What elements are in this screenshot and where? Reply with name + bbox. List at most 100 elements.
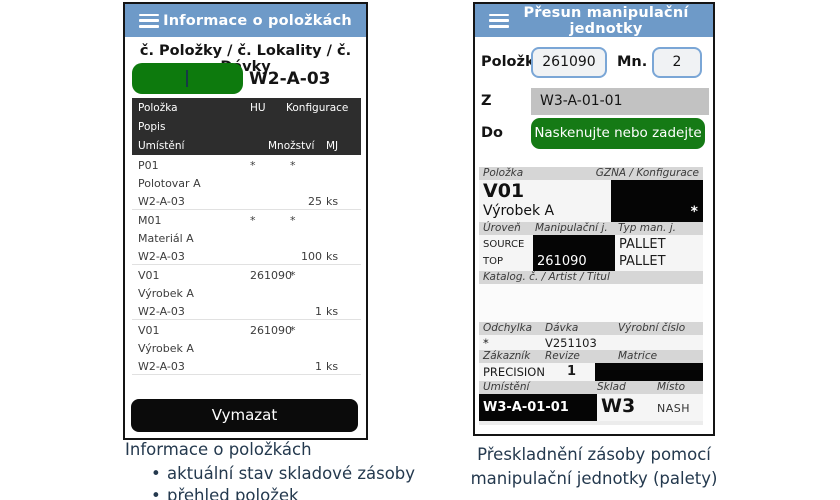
detail-item-code: V01 bbox=[483, 180, 525, 202]
batch-header: Dávka bbox=[545, 322, 579, 334]
table-row[interactable]: V01 261090 * Výrobek A W2-A-03 1 ks bbox=[132, 265, 361, 320]
item-info-screen: Informace o položkách č. Položky / č. Lo… bbox=[123, 2, 368, 440]
item-unit: ks bbox=[326, 250, 339, 263]
table-header: Položka HU Konfigurace Popis Umístění Mn… bbox=[132, 98, 361, 155]
table-row[interactable]: P01 * * Polotovar A W2-A-03 25 ks bbox=[132, 155, 361, 210]
caption-line: manipulační jednotky (palety) bbox=[470, 469, 718, 488]
caption-bullet: • přehled položek bbox=[125, 485, 415, 500]
from-label: Z bbox=[481, 93, 492, 109]
item-desc: Materiál A bbox=[138, 232, 194, 245]
level-value: SOURCE bbox=[483, 239, 525, 250]
item-config: * bbox=[290, 324, 296, 337]
location-value-box: W3-A-01-01 bbox=[479, 394, 597, 421]
bullet-dot-icon: • bbox=[151, 486, 161, 500]
item-hu: 261090 bbox=[250, 269, 292, 282]
table-row[interactable]: M01 * * Materiál A W2-A-03 100 ks bbox=[132, 210, 361, 265]
item-hu: * bbox=[250, 159, 256, 172]
clear-button[interactable]: Vymazat bbox=[131, 399, 358, 432]
matrix-value-box bbox=[595, 363, 703, 381]
matrix-header: Matrice bbox=[618, 350, 658, 362]
level-value: TOP bbox=[483, 256, 504, 267]
scan-input[interactable] bbox=[132, 63, 243, 94]
caption-bullet-text: aktuální stav skladové zásoby bbox=[167, 464, 416, 483]
hamburger-menu-icon[interactable] bbox=[139, 13, 159, 28]
item-unit: ks bbox=[326, 195, 339, 208]
revision-value: 1 bbox=[567, 364, 577, 379]
warehouse-header: Sklad bbox=[597, 381, 626, 393]
hu-number: 261090 bbox=[537, 254, 587, 269]
col-location: Umístění bbox=[138, 140, 185, 152]
caption-line: Přeskladnění zásoby pomocí bbox=[477, 445, 711, 464]
col-qty: Množství bbox=[268, 140, 315, 152]
hu-type-value: PALLET bbox=[619, 237, 666, 252]
catalog-header: Katalog. č. / Artist / Titul bbox=[483, 271, 610, 283]
hu-type-value: PALLET bbox=[619, 254, 666, 269]
hamburger-menu-icon[interactable] bbox=[489, 13, 509, 28]
item-qty: 100 bbox=[301, 250, 322, 263]
hu-header: Manipulační j. bbox=[535, 222, 608, 234]
item-desc: Polotovar A bbox=[138, 177, 201, 190]
hu-number-box: 261090 bbox=[533, 235, 615, 271]
screen-title: Přesun manipulační jednotky bbox=[523, 4, 689, 37]
right-caption: Přeskladnění zásoby pomocí manipulační j… bbox=[463, 443, 725, 491]
text-cursor bbox=[186, 70, 188, 87]
item-desc: Výrobek A bbox=[138, 287, 194, 300]
col-desc: Popis bbox=[138, 121, 166, 133]
serial-header: Výrobní číslo bbox=[618, 322, 686, 334]
revision-header: Revize bbox=[545, 350, 580, 362]
item-location: W2-A-03 bbox=[138, 360, 185, 373]
item-label: Položka bbox=[481, 54, 545, 70]
scan-or-enter-button[interactable]: Naskenujte nebo zadejte bbox=[531, 118, 705, 149]
app-bar: Přesun manipulační jednotky bbox=[475, 4, 713, 37]
item-location: W2-A-03 bbox=[138, 305, 185, 318]
from-location-field[interactable]: W3-A-01-01 bbox=[531, 88, 709, 115]
customer-value: PRECISION bbox=[483, 365, 545, 379]
detail-gzna-header: GZNA / Konfigurace bbox=[595, 167, 699, 179]
item-desc: Výrobek A bbox=[138, 342, 194, 355]
screen-title: Informace o položkách bbox=[163, 12, 352, 29]
gzna-value-box: * bbox=[611, 180, 703, 222]
hu-detail-card: Položka GZNA / Konfigurace V01 Výrobek A… bbox=[479, 167, 703, 425]
scanned-location-value: W2-A-03 bbox=[249, 69, 331, 89]
item-unit: ks bbox=[326, 360, 339, 373]
col-config: Konfigurace bbox=[286, 102, 349, 114]
customer-header: Zákazník bbox=[483, 350, 531, 362]
deviation-value: * bbox=[483, 336, 489, 350]
caption-bullet: • aktuální stav skladové zásoby bbox=[125, 463, 415, 485]
item-code: M01 bbox=[138, 214, 162, 227]
location-header: Umístění bbox=[483, 381, 530, 393]
item-hu: * bbox=[250, 214, 256, 227]
deviation-header: Odchylka bbox=[483, 322, 533, 334]
hu-transfer-screen: Přesun manipulační jednotky Položka 2610… bbox=[473, 2, 715, 436]
caption-bullet-text: přehled položek bbox=[167, 486, 299, 500]
item-code: V01 bbox=[138, 324, 160, 337]
table-row[interactable]: V01 261090 * Výrobek A W2-A-03 1 ks bbox=[132, 320, 361, 375]
item-qty: 25 bbox=[308, 195, 322, 208]
warehouse-value: W3 bbox=[601, 395, 636, 417]
item-table: P01 * * Polotovar A W2-A-03 25 ks M01 * … bbox=[132, 155, 361, 375]
bullet-dot-icon: • bbox=[151, 464, 161, 483]
col-hu: HU bbox=[250, 102, 266, 114]
item-code: P01 bbox=[138, 159, 159, 172]
item-hu: 261090 bbox=[250, 324, 292, 337]
item-config: * bbox=[290, 269, 296, 282]
caption-title: Informace o položkách bbox=[125, 440, 312, 459]
item-config: * bbox=[290, 214, 296, 227]
to-label: Do bbox=[481, 125, 503, 141]
level-header: Úroveň bbox=[483, 222, 521, 234]
hu-type-header: Typ man. j. bbox=[618, 222, 676, 234]
batch-value: V251103 bbox=[545, 336, 597, 350]
col-unit: MJ bbox=[326, 140, 339, 152]
place-header: Místo bbox=[657, 381, 685, 393]
detail-item-header: Položka bbox=[483, 167, 524, 179]
col-item: Položka bbox=[138, 102, 178, 114]
quantity-input[interactable]: 2 bbox=[652, 47, 702, 78]
item-qty: 1 bbox=[315, 305, 322, 318]
location-value: W3-A-01-01 bbox=[483, 400, 569, 415]
item-number-input[interactable]: 261090 bbox=[531, 47, 607, 78]
left-caption: Informace o položkách • aktuální stav sk… bbox=[125, 440, 415, 500]
item-code: V01 bbox=[138, 269, 160, 282]
item-config: * bbox=[290, 159, 296, 172]
catalog-value-area bbox=[479, 284, 703, 322]
place-value: NASH bbox=[657, 402, 691, 415]
